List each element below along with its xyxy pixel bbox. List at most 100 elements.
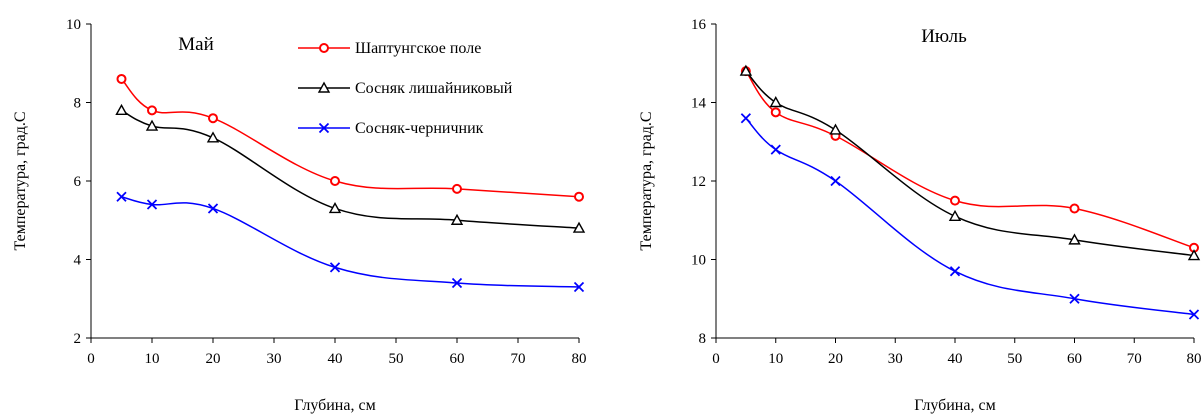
y-tick-label: 6 <box>74 174 82 190</box>
x-tick-label: 10 <box>768 351 783 367</box>
series-circle <box>740 66 1199 253</box>
legend-item: Шаптунгское поле <box>298 40 481 57</box>
y-tick-label: 10 <box>66 17 81 33</box>
data-point <box>1187 249 1201 261</box>
chart-panel-july: 0 10 20 30 40 50 60 70 80 8 10 12 14 16 Июль Глубина, с… <box>638 17 1202 414</box>
legend-label: Шаптунгское поле <box>355 40 481 57</box>
marker-stroke <box>318 122 330 134</box>
legend-marker <box>317 81 331 93</box>
legend-marker <box>319 43 329 53</box>
data-point <box>572 221 586 233</box>
series-triangle <box>115 103 586 233</box>
series-cross <box>740 113 1200 320</box>
data-point <box>450 213 464 225</box>
legend-label: Сосняк лишайниковый <box>355 80 513 97</box>
x-tick-label: 0 <box>712 351 720 367</box>
data-point <box>147 105 157 116</box>
x-tick-label: 60 <box>1067 351 1082 367</box>
data-point <box>770 107 781 118</box>
y-tick-label: 4 <box>74 253 82 269</box>
x-axis-title: Глубина, см <box>914 397 995 414</box>
x-tick-label: 20 <box>206 351 221 367</box>
data-point <box>830 175 841 187</box>
series-line <box>745 70 1195 257</box>
y-tick-label: 8 <box>74 96 82 112</box>
series-line <box>121 195 580 288</box>
data-point <box>574 191 584 202</box>
x-tick-label: 40 <box>328 351 343 367</box>
x-tick-label: 40 <box>948 351 963 367</box>
data-point <box>1068 233 1081 245</box>
x-tick-label: 50 <box>389 351 404 367</box>
series-line <box>121 109 580 229</box>
chart-title: Май <box>178 34 214 55</box>
marker-stroke <box>770 144 781 155</box>
y-tick-label: 8 <box>699 331 707 347</box>
data-point <box>950 195 960 206</box>
data-point <box>770 144 781 155</box>
legend-item: Сосняк-черничник <box>298 120 484 137</box>
y-tick-label: 12 <box>691 174 706 190</box>
marker-stroke <box>1188 309 1200 320</box>
data-point <box>329 262 341 273</box>
x-axis-title: Глубина, см <box>294 397 375 414</box>
x-tick-label: 80 <box>572 351 587 367</box>
marker-stroke <box>116 191 127 202</box>
x-tick-label: 80 <box>1187 351 1202 367</box>
chart-title: Июль <box>921 26 967 47</box>
data-point <box>1069 293 1080 304</box>
data-point <box>207 203 219 214</box>
legend-marker <box>318 122 330 134</box>
chart-panel-may: 0 10 20 30 40 50 60 70 80 2 4 6 8 10 Май Глубина, см Тем… <box>12 17 587 414</box>
x-tick-label: 0 <box>87 351 95 367</box>
data-point <box>829 123 842 135</box>
data-point <box>573 281 585 293</box>
data-point <box>328 202 342 214</box>
data-point <box>116 191 127 202</box>
y-tick-label: 2 <box>74 331 82 347</box>
y-tick-label: 10 <box>691 253 706 269</box>
x-tick-label: 70 <box>511 351 526 367</box>
data-point <box>116 73 127 84</box>
data-point <box>739 64 753 76</box>
data-point <box>451 277 463 289</box>
marker-stroke <box>830 175 841 187</box>
data-point <box>740 113 752 124</box>
y-tick-label: 14 <box>691 96 707 112</box>
marker-stroke <box>207 203 219 214</box>
x-tick-label: 30 <box>888 351 903 367</box>
data-point <box>948 209 962 222</box>
data-point <box>115 103 128 116</box>
legend-label: Сосняк-черничник <box>355 120 484 137</box>
marker-stroke <box>949 266 961 277</box>
marker-stroke <box>146 199 158 210</box>
marker-stroke <box>329 262 341 273</box>
marker-stroke <box>740 113 752 124</box>
data-point <box>1188 309 1200 320</box>
x-tick-label: 70 <box>1127 351 1142 367</box>
x-tick-label: 60 <box>450 351 465 367</box>
data-point <box>146 199 158 210</box>
y-axis-title: Температура, град.С <box>638 111 655 250</box>
marker-stroke <box>1069 293 1080 304</box>
data-point <box>208 113 218 124</box>
y-axis-title: Температура, град.С <box>12 111 29 250</box>
series-triangle <box>739 64 1201 261</box>
series-line <box>745 117 1195 316</box>
marker-stroke <box>573 281 585 293</box>
data-point <box>206 131 220 143</box>
x-tick-label: 30 <box>267 351 282 367</box>
x-tick-label: 20 <box>828 351 843 367</box>
series-cross <box>116 191 585 293</box>
x-tick-label: 50 <box>1007 351 1022 367</box>
series-circle <box>116 73 584 202</box>
data-point <box>1069 203 1080 214</box>
y-tick-label: 16 <box>691 17 707 33</box>
data-point <box>145 119 159 131</box>
data-point <box>330 176 340 186</box>
data-point <box>452 183 462 194</box>
legend-item: Сосняк лишайниковый <box>298 80 513 97</box>
x-tick-label: 10 <box>145 351 160 367</box>
data-point <box>769 96 782 108</box>
